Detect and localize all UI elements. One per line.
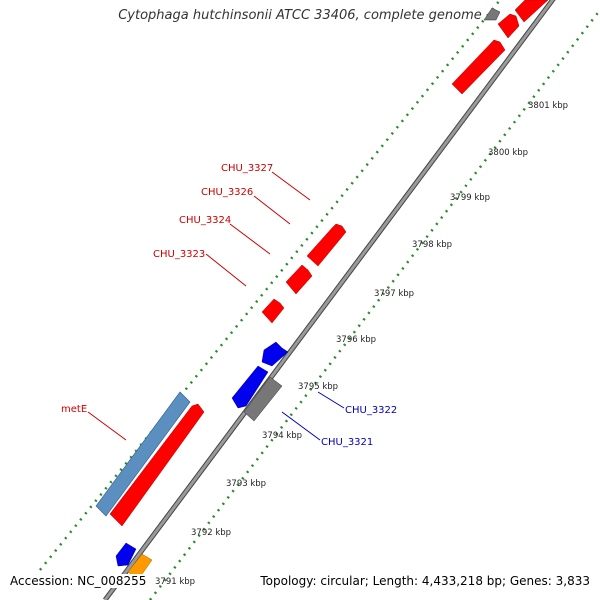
gene-label[interactable]: metE — [61, 404, 87, 415]
gene-arrow — [243, 376, 283, 422]
tick-label: 3794 kbp — [262, 431, 302, 441]
tick-label: 3799 kbp — [450, 193, 490, 203]
gc-track-inner — [149, 9, 600, 600]
gene-label[interactable]: CHU_3322 — [345, 405, 397, 416]
gene-label[interactable]: CHU_3326 — [201, 187, 253, 198]
tick-label: 3800 kbp — [488, 148, 528, 158]
tick-label: 3795 kbp — [298, 382, 338, 392]
gene-label-leaders — [87, 171, 345, 441]
gene-arrow — [285, 264, 313, 295]
tick-label: 3797 kbp — [374, 289, 414, 299]
tick-label: 3793 kbp — [226, 479, 266, 489]
gene-arrow — [115, 542, 137, 567]
reverse-genes — [115, 341, 289, 567]
gene-labels: CHU_3327 CHU_3326 CHU_3324 CHU_3323 metE CHU_… — [61, 163, 397, 448]
gene-arrow — [261, 298, 285, 324]
gc-track-outer — [39, 0, 501, 571]
tick-label: 3796 kbp — [336, 335, 376, 345]
tick-label: 3792 kbp — [191, 528, 231, 538]
gene-label[interactable]: CHU_3323 — [153, 249, 205, 260]
gene-arrow — [483, 7, 501, 21]
gene-mete — [95, 391, 191, 517]
pseudo-genes — [243, 7, 501, 422]
genome-title: Cytophaga hutchinsonii ATCC 33406, compl… — [118, 8, 482, 23]
topology-label: Topology: circular; Length: 4,433,218 bp… — [258, 574, 592, 588]
accession-label: Accession: NC_008255 — [8, 574, 149, 588]
tick-label: 3801 kbp — [528, 101, 568, 111]
genome-backbone — [102, 0, 556, 600]
gene-label[interactable]: CHU_3324 — [179, 215, 231, 226]
gene-arrow — [306, 223, 347, 267]
gene-arrow — [231, 365, 269, 409]
gene-arrow — [451, 39, 506, 95]
tick-label: 3798 kbp — [412, 240, 452, 250]
forward-genes — [109, 0, 549, 527]
gene-label[interactable]: CHU_3321 — [321, 437, 373, 448]
gene-label[interactable]: CHU_3327 — [221, 163, 273, 174]
tick-label: 3791 kbp — [155, 577, 195, 587]
tick-labels: 3791 kbp 3792 kbp 3793 kbp 3794 kbp 3795 kbp… — [155, 101, 568, 587]
gene-arrow — [109, 403, 205, 527]
gene-arrow — [261, 341, 289, 367]
gene-arrow — [497, 13, 520, 39]
gene-arrow — [514, 0, 549, 23]
